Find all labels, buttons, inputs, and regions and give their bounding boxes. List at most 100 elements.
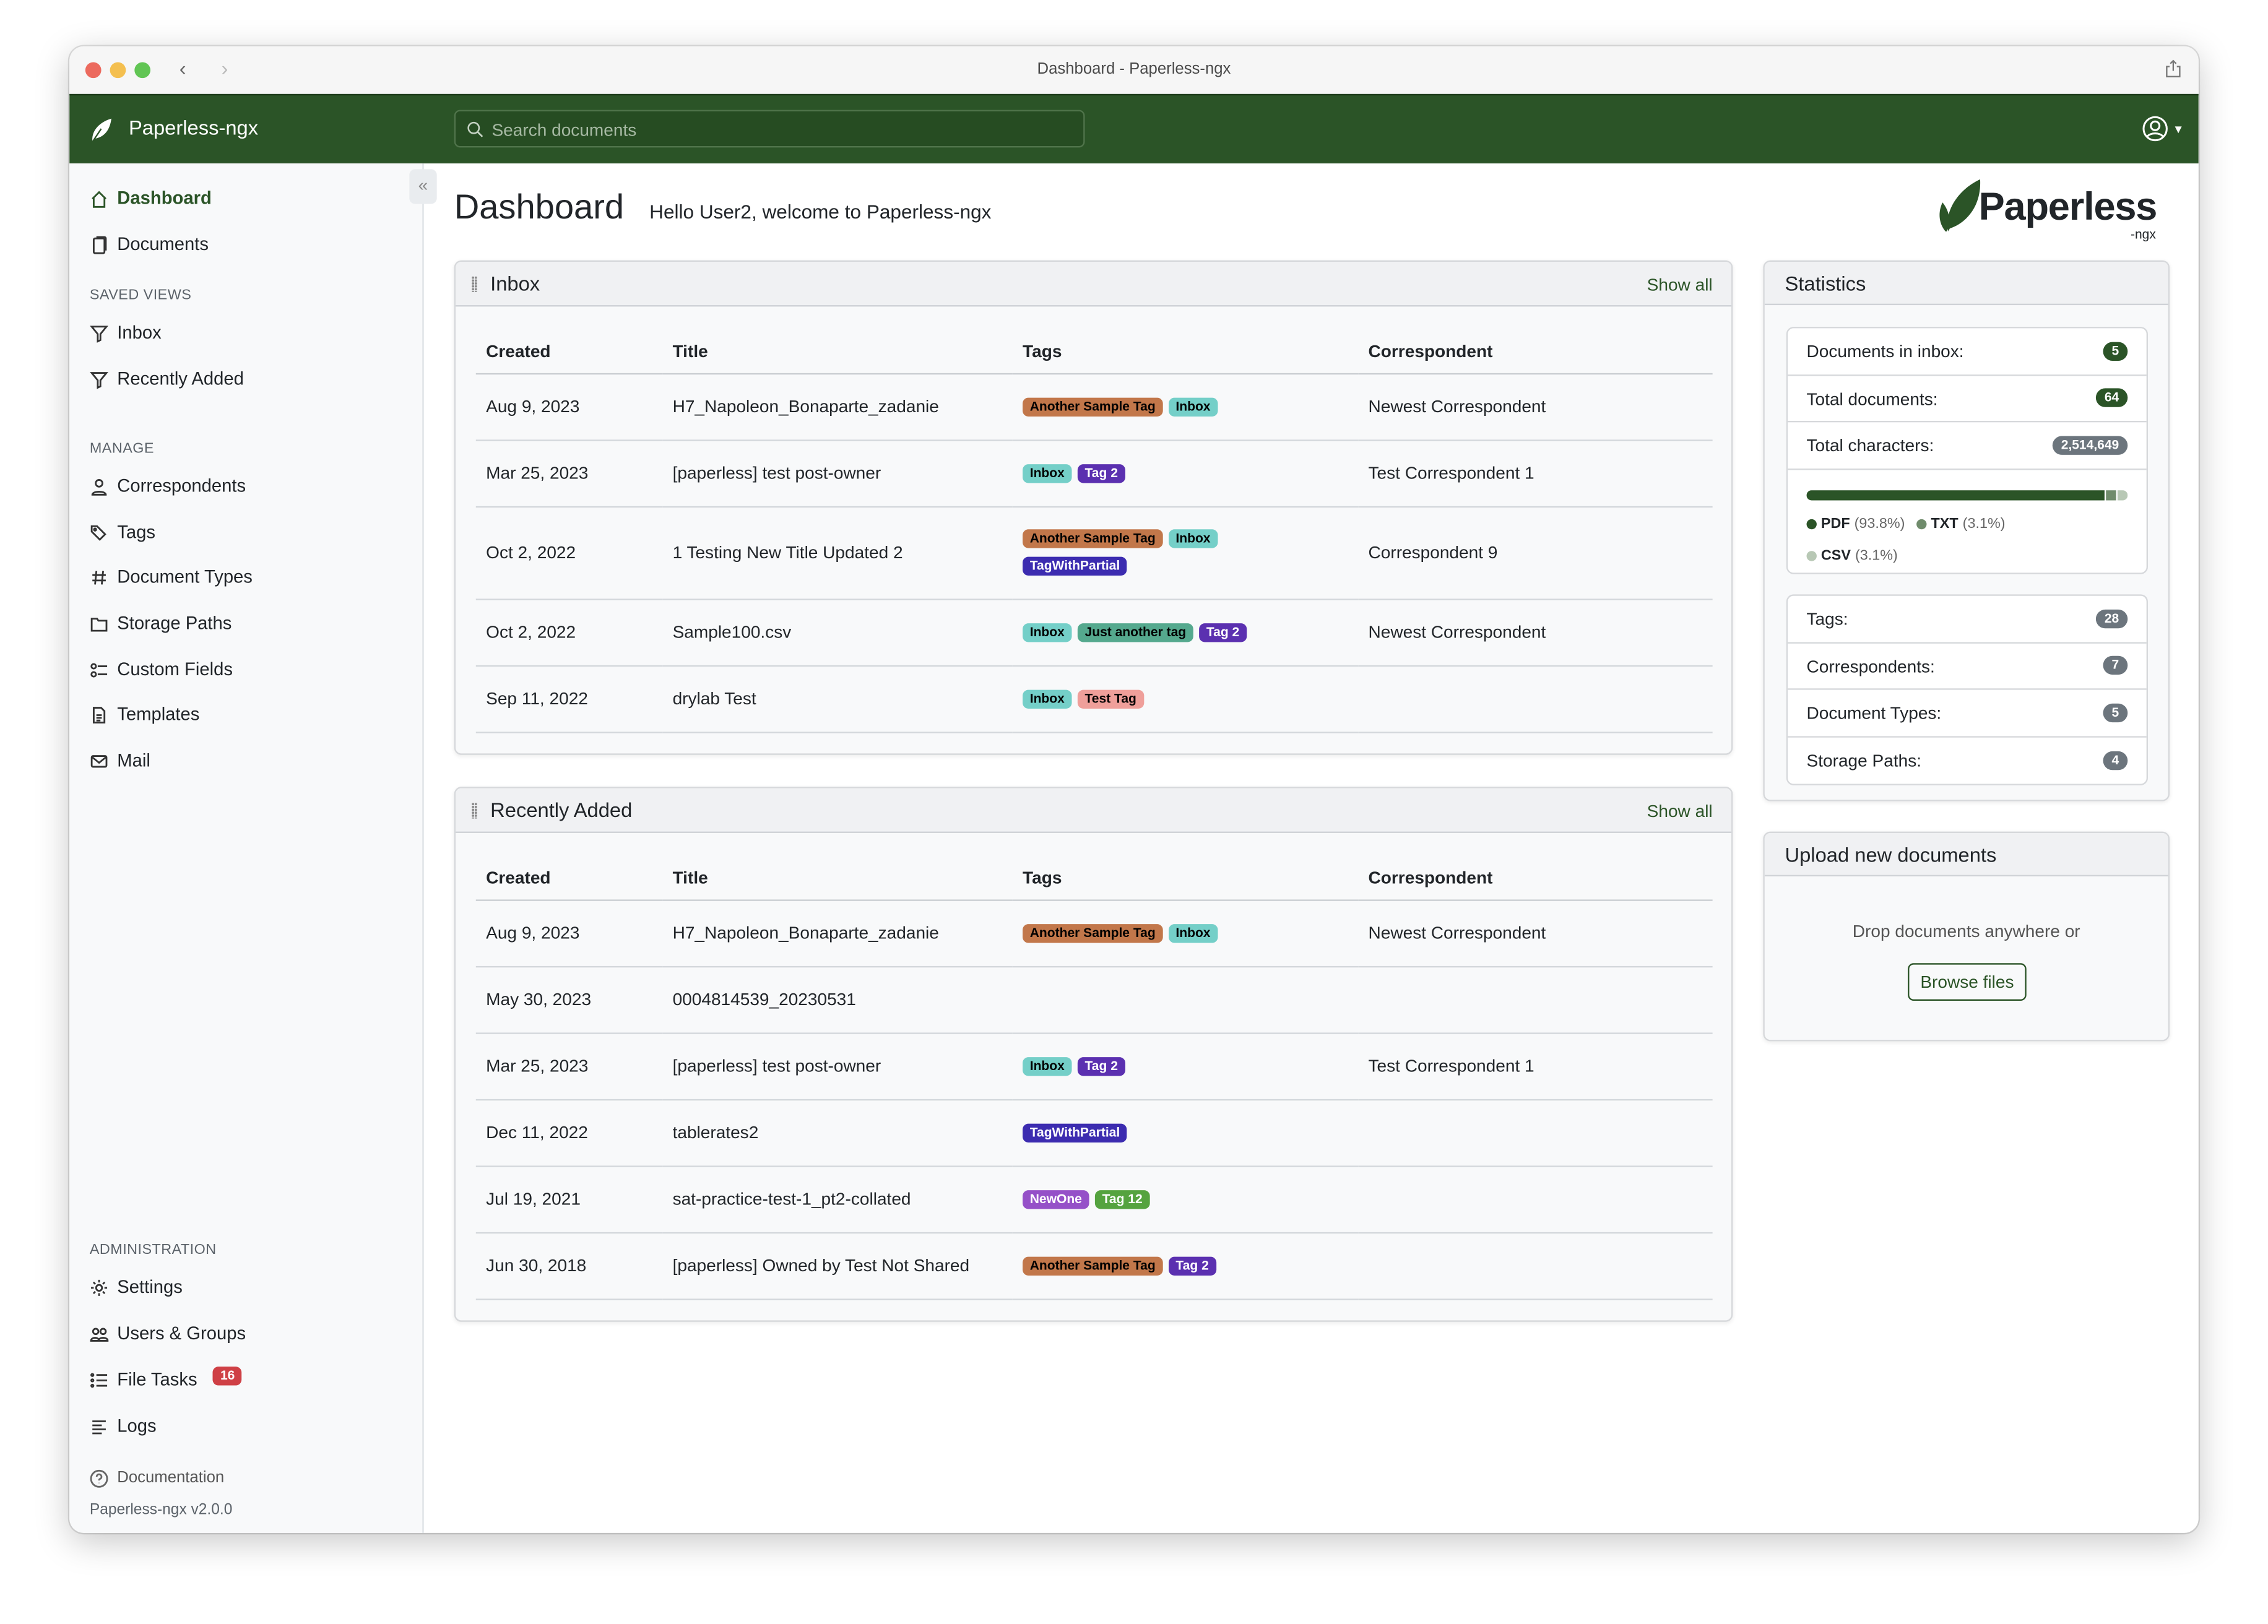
tag-badge[interactable]: TagWithPartial <box>1023 556 1127 576</box>
object-count-label: Storage Paths: <box>1806 749 1922 771</box>
search-input[interactable]: Search documents <box>454 110 1085 148</box>
tag-badge[interactable]: Tag 2 <box>1168 1256 1216 1275</box>
correspondent-cell[interactable]: Test Correspondent 1 <box>1358 439 1713 508</box>
sidebar-item-label: Recently Added <box>117 368 244 389</box>
tag-badge[interactable]: Inbox <box>1168 529 1218 548</box>
sidebar-item-users-groups[interactable]: Users & Groups <box>90 1320 246 1346</box>
tag-badge[interactable]: Another Sample Tag <box>1023 397 1163 416</box>
title-cell[interactable]: 0004814539_20230531 <box>662 965 1013 1034</box>
drag-handle-icon[interactable] <box>471 802 478 819</box>
tag-badge[interactable]: Another Sample Tag <box>1023 923 1163 943</box>
recently-added-show-all-link[interactable]: Show all <box>1647 801 1713 822</box>
sidebar-item-documents[interactable]: Documents <box>90 231 209 257</box>
column-header-tags[interactable]: Tags <box>1012 856 1359 901</box>
sidebar-item-storage-paths[interactable]: Storage Paths <box>90 610 232 636</box>
back-icon[interactable]: ‹ <box>179 56 186 80</box>
sidebar-item-dashboard[interactable]: Dashboard <box>90 185 212 211</box>
correspondent-cell[interactable] <box>1358 965 1713 1034</box>
tag-badge[interactable]: Tag 2 <box>1077 463 1125 483</box>
title-cell[interactable]: sat-practice-test-1_pt2-collated <box>662 1165 1013 1233</box>
title-cell[interactable]: H7_Napoleon_Bonaparte_zadanie <box>662 373 1013 441</box>
sidebar-item-file-tasks[interactable]: File Tasks 16 <box>90 1366 243 1393</box>
title-cell[interactable]: H7_Napoleon_Bonaparte_zadanie <box>662 899 1013 967</box>
correspondent-cell[interactable]: Newest Correspondent <box>1358 598 1713 667</box>
tag-badge[interactable]: Tag 2 <box>1199 622 1247 642</box>
sidebar-item-tags[interactable]: Tags <box>90 519 155 545</box>
inbox-show-all-link[interactable]: Show all <box>1647 274 1713 295</box>
correspondent-cell[interactable]: Test Correspondent 1 <box>1358 1032 1713 1100</box>
title-cell[interactable]: tablerates2 <box>662 1099 1013 1167</box>
column-header-created[interactable]: Created <box>475 856 663 901</box>
close-window-button[interactable] <box>85 62 102 79</box>
tag-badge[interactable]: Inbox <box>1023 622 1072 642</box>
tag-badge[interactable]: Tag 2 <box>1077 1056 1125 1076</box>
title-cell[interactable]: [paperless] Owned by Test Not Shared <box>662 1232 1013 1300</box>
column-header-tags[interactable]: Tags <box>1012 329 1359 374</box>
title-cell[interactable]: [paperless] test post-owner <box>662 1032 1013 1100</box>
tag-badge[interactable]: Just another tag <box>1077 622 1193 642</box>
tag-badge[interactable]: Inbox <box>1168 397 1218 416</box>
table-row[interactable]: Sep 11, 2022 drylab Test Inbox Test Tag <box>475 665 1713 733</box>
tag-badge[interactable]: Inbox <box>1023 1056 1072 1076</box>
correspondent-cell[interactable] <box>1358 665 1713 733</box>
sidebar-item-mail[interactable]: Mail <box>90 748 150 774</box>
correspondent-cell[interactable] <box>1358 1099 1713 1167</box>
sidebar-item-inbox[interactable]: Inbox <box>90 319 162 345</box>
column-header-created[interactable]: Created <box>475 329 663 374</box>
tag-badge[interactable]: Test Tag <box>1077 689 1144 708</box>
sidebar-item-templates[interactable]: Templates <box>90 701 199 727</box>
sidebar-item-correspondents[interactable]: Correspondents <box>90 473 246 499</box>
title-cell[interactable]: 1 Testing New Title Updated 2 <box>662 506 1013 600</box>
brand-name[interactable]: Paperless-ngx <box>128 115 259 139</box>
minimize-window-button[interactable] <box>110 62 126 79</box>
object-count-item[interactable]: Document Types: 5 <box>1788 690 2147 737</box>
table-row[interactable]: Aug 9, 2023 H7_Napoleon_Bonaparte_zadanie… <box>475 373 1713 441</box>
title-cell[interactable]: drylab Test <box>662 665 1013 733</box>
table-row[interactable]: Aug 9, 2023 H7_Napoleon_Bonaparte_zadanie… <box>475 899 1713 967</box>
tag-badge[interactable]: Inbox <box>1023 689 1072 708</box>
column-header-title[interactable]: Title <box>662 856 1013 901</box>
correspondent-cell[interactable]: Newest Correspondent <box>1358 373 1713 441</box>
collapse-sidebar-button[interactable]: « <box>409 169 437 204</box>
table-row[interactable]: Mar 25, 2023 [paperless] test post-owner I… <box>475 1032 1713 1100</box>
statistics-label: Total characters: <box>1806 435 1934 456</box>
table-row[interactable]: Mar 25, 2023 [paperless] test post-owner I… <box>475 439 1713 508</box>
browse-files-button[interactable]: Browse files <box>1908 963 2027 1001</box>
tag-badge[interactable]: TagWithPartial <box>1023 1123 1127 1142</box>
forward-icon[interactable]: › <box>221 56 228 80</box>
title-cell[interactable]: Sample100.csv <box>662 598 1013 667</box>
correspondent-cell[interactable] <box>1358 1232 1713 1300</box>
tag-badge[interactable]: Tag 12 <box>1094 1189 1150 1209</box>
sidebar-item-recently-added[interactable]: Recently Added <box>90 366 244 392</box>
tag-badge[interactable]: Another Sample Tag <box>1023 1256 1163 1275</box>
sidebar-item-document-types[interactable]: Document Types <box>90 564 253 590</box>
sidebar-item-custom-fields[interactable]: Custom Fields <box>90 657 233 683</box>
table-row[interactable]: Dec 11, 2022 tablerates2 TagWithPartial <box>475 1099 1713 1167</box>
table-row[interactable]: May 30, 2023 0004814539_20230531 <box>475 965 1713 1034</box>
documentation-link[interactable]: Documentation <box>90 1465 224 1491</box>
object-count-item[interactable]: Correspondents: 7 <box>1788 643 2147 690</box>
sidebar-item-settings[interactable]: Settings <box>90 1274 183 1300</box>
table-row[interactable]: Jul 19, 2021 sat-practice-test-1_pt2-coll… <box>475 1165 1713 1233</box>
title-cell[interactable]: [paperless] test post-owner <box>662 439 1013 508</box>
object-count-item[interactable]: Tags: 28 <box>1788 596 2147 643</box>
tag-badge[interactable]: Another Sample Tag <box>1023 529 1163 548</box>
column-header-title[interactable]: Title <box>662 329 1013 374</box>
table-row[interactable]: Oct 2, 2022 Sample100.csv Inbox Just anothe… <box>475 598 1713 667</box>
tag-badge[interactable]: Inbox <box>1168 923 1218 943</box>
user-menu-button[interactable]: ▼ <box>2142 116 2184 142</box>
correspondent-cell[interactable] <box>1358 1165 1713 1233</box>
correspondent-cell[interactable]: Newest Correspondent <box>1358 899 1713 967</box>
maximize-window-button[interactable] <box>134 62 151 79</box>
sidebar-item-logs[interactable]: Logs <box>90 1413 157 1439</box>
correspondent-cell[interactable]: Correspondent 9 <box>1358 506 1713 600</box>
column-header-correspondent[interactable]: Correspondent <box>1358 856 1713 901</box>
tag-badge[interactable]: NewOne <box>1023 1189 1089 1209</box>
drag-handle-icon[interactable] <box>471 276 478 293</box>
table-row[interactable]: Oct 2, 2022 1 Testing New Title Updated 2… <box>475 506 1713 600</box>
object-count-item[interactable]: Storage Paths: 4 <box>1788 737 2147 784</box>
share-icon[interactable] <box>2165 59 2181 78</box>
tag-badge[interactable]: Inbox <box>1023 463 1072 483</box>
table-row[interactable]: Jun 30, 2018 [paperless] Owned by Test No… <box>475 1232 1713 1300</box>
column-header-correspondent[interactable]: Correspondent <box>1358 329 1713 374</box>
